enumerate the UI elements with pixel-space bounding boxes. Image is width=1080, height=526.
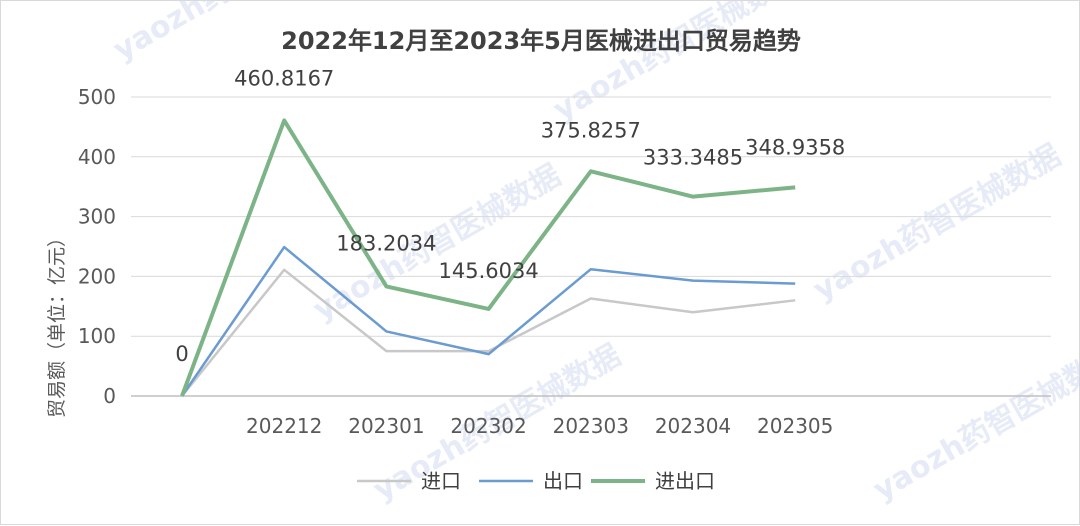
data-label: 145.6034 (438, 259, 538, 283)
data-label: 183.2034 (336, 231, 436, 255)
data-label: 0 (175, 342, 188, 366)
y-axis-label: 贸易额（单位：亿元） (46, 228, 68, 418)
y-tick-label: 0 (103, 384, 116, 408)
watermark-text: yaozh药智医械数据 (808, 138, 1067, 308)
legend-label: 出口 (543, 469, 583, 493)
data-label: 375.8257 (541, 118, 641, 142)
data-label: 333.3485 (643, 146, 743, 170)
x-tick-label: 202303 (553, 414, 629, 438)
y-tick-label: 200 (78, 264, 116, 288)
data-label: 348.9358 (745, 135, 845, 159)
legend-label: 进口 (421, 469, 461, 493)
y-tick-label: 300 (78, 205, 116, 229)
y-tick-label: 100 (78, 324, 116, 348)
y-axis-ticks: 0 100 200 300 400 500 (78, 85, 116, 408)
x-tick-label: 202212 (246, 414, 322, 438)
x-tick-label: 202304 (655, 414, 731, 438)
y-tick-label: 500 (78, 85, 116, 109)
data-label: 460.8167 (234, 66, 334, 90)
watermark-text: yaozh药智医械数据 (868, 338, 1080, 508)
legend-label: 进出口 (655, 469, 715, 493)
x-tick-label: 202301 (348, 414, 424, 438)
series-line-进口 (182, 270, 795, 396)
x-tick-label: 202305 (757, 414, 833, 438)
y-tick-label: 400 (78, 145, 116, 169)
chart-title: 2022年12月至2023年5月医械进出口贸易趋势 (281, 27, 801, 55)
watermark-text: yaozh药智医械数据 (548, 1, 807, 128)
x-tick-label: 202302 (450, 414, 526, 438)
